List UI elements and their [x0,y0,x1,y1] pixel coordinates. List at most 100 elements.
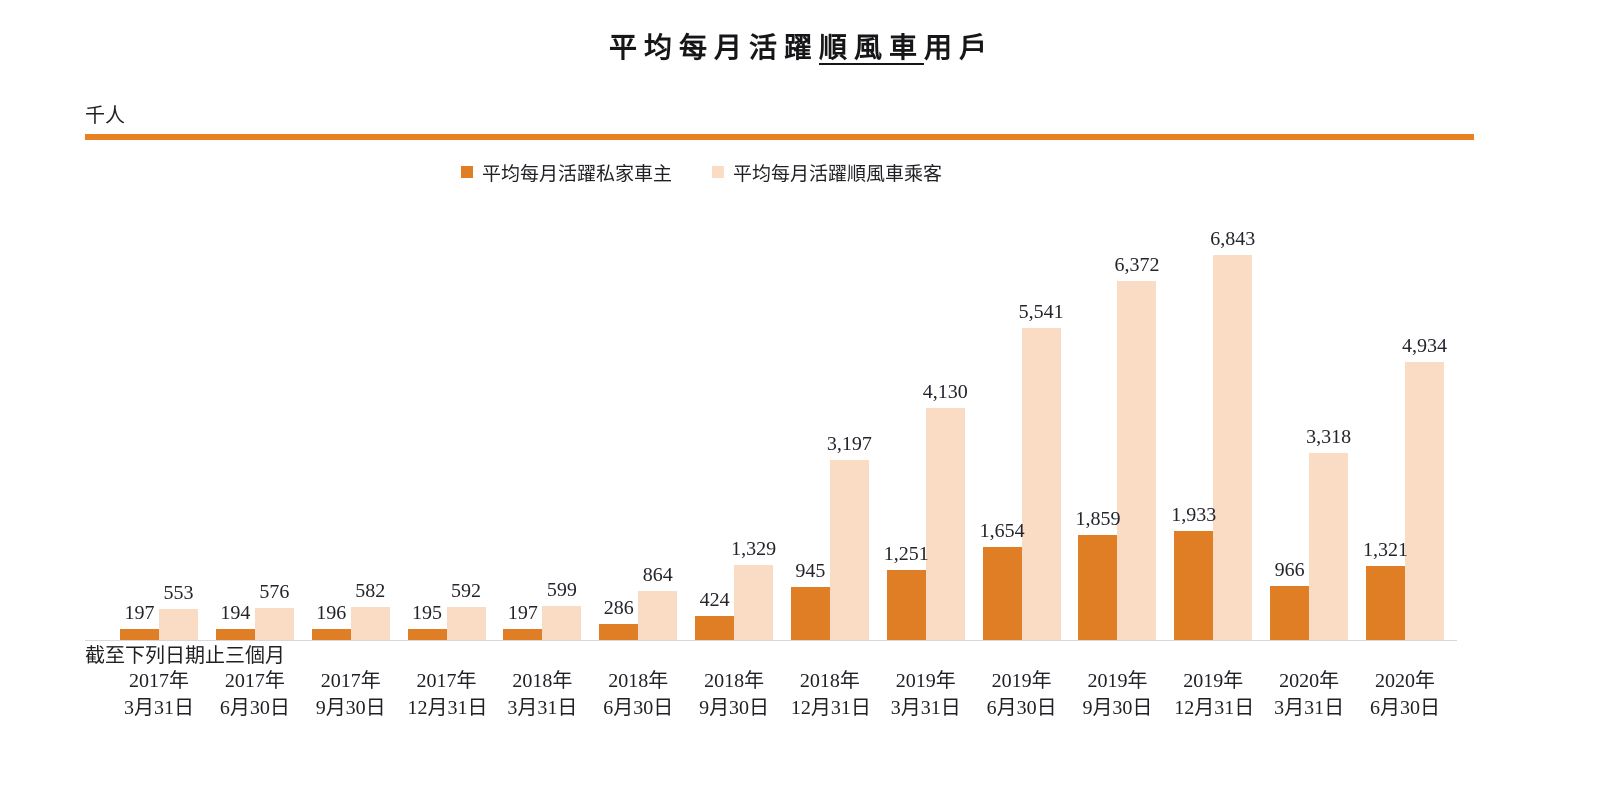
owners-value-label: 945 [795,560,826,582]
passengers-value-label: 576 [259,581,290,603]
passengers-bar-column: 4,130 [922,380,968,640]
x-axis-labels: 2017年 3月31日 2017年 6月30日 2017年 9月30日 2017年 12月31… [85,668,1474,722]
passengers-bar [1117,281,1157,640]
passengers-bar [159,609,198,640]
x-axis-tick-label: 2019年 3月31日 [890,670,961,719]
owners-bar [599,624,639,640]
owners-value-label: 1,321 [1362,539,1408,561]
chart-title-prefix: 平均每月活躍 [608,33,819,64]
owners-value-label: 195 [412,602,443,624]
x-axis-tick-label: 2020年 3月31日 [1274,670,1345,719]
x-axis-line [85,640,1457,641]
owners-bar [120,629,159,640]
bar-group: 1,654 5,541 [979,300,1064,640]
passengers-value-label: 6,372 [1114,254,1160,276]
owners-bar [503,629,543,640]
passengers-bar [1404,362,1444,640]
owners-bar [886,570,926,640]
passengers-bar [1309,453,1349,640]
plot-area: 197 553 194 576 196 582 195 592 197 599 286 864 424 1… [85,185,1474,640]
owners-value-label: 1,859 [1075,508,1121,530]
passengers-value-label: 582 [355,580,386,602]
passengers-bar [446,607,486,640]
owners-bar [215,629,255,640]
passengers-value-label: 553 [163,582,194,604]
passengers-bar-column: 592 [446,579,486,640]
bar-group: 1,321 4,934 [1362,334,1447,640]
passengers-value-label: 599 [546,579,577,601]
bar-group: 424 1,329 [695,537,777,640]
owners-bar-column: 286 [599,596,639,640]
x-axis-tick-label: 2018年 9月30日 [699,670,770,719]
passengers-value-label: 592 [451,580,482,602]
owners-bar-column: 945 [790,559,830,640]
passengers-bar [254,608,294,640]
owners-value-label: 194 [220,602,251,624]
owners-bar [1270,586,1310,640]
chart-title-underlined-term: 順風車 [818,33,924,64]
owners-value-label: 966 [1274,559,1305,581]
owners-bar-column: 1,859 [1075,507,1121,640]
x-axis-tick-label: 2018年 12月31日 [790,670,871,719]
owners-bar-column: 1,933 [1171,503,1217,640]
owners-bar [695,616,735,640]
x-axis-tick-label: 2018年 3月31日 [507,670,578,719]
bar-group: 1,933 6,843 [1171,227,1255,640]
passengers-bar-column: 6,372 [1114,253,1160,640]
passengers-value-label: 3,197 [826,433,872,455]
passengers-bar-column: 1,329 [731,537,777,640]
chart-figure: 平均每月活躍順風車用戶 千人 平均每月活躍私家車主 平均每月活躍順風車乘客 19… [0,26,1603,722]
x-axis-tick-label: 2017年 9月30日 [315,670,386,719]
bar-group: 945 3,197 [790,432,872,640]
passengers-bar-column: 864 [638,563,678,640]
passengers-value-label: 5,541 [1018,301,1064,323]
x-axis-tick-label: 2019年 12月31日 [1174,670,1255,719]
owners-bar [1365,566,1405,640]
bar-group: 286 864 [599,563,678,640]
legend-swatch-passengers-icon [712,166,725,178]
owners-bar-column: 1,654 [979,519,1025,640]
owners-bar [1078,535,1118,640]
owners-value-label: 286 [603,597,634,619]
x-axis-tick-label: 2017年 12月31日 [407,670,488,719]
owners-bar-column: 196 [311,601,351,640]
bar-group: 1,859 6,372 [1075,253,1160,640]
legend-swatch-owners-icon [461,166,473,178]
owners-value-label: 197 [124,602,155,624]
owners-value-label: 1,654 [979,520,1025,542]
owners-bar-column: 966 [1270,558,1310,640]
x-axis-tick-label: 2018年 6月30日 [603,670,674,719]
passengers-bar [542,606,582,640]
passengers-value-label: 4,130 [922,381,968,403]
divider-rule [85,134,1474,140]
passengers-bar-column: 6,843 [1210,227,1255,640]
passengers-bar-column: 599 [542,578,582,640]
passengers-bar-column: 553 [159,581,198,640]
owners-bar-column: 424 [695,588,735,640]
passengers-bar [925,408,965,640]
x-axis-tick-label: 2017年 3月31日 [124,670,194,719]
passengers-bar [734,565,774,640]
legend-item-owners: 平均每月活躍私家車主 [461,159,672,186]
owners-value-label: 1,933 [1171,504,1217,526]
chart-title: 平均每月活躍順風車用戶 [0,26,1603,66]
bar-group: 197 599 [503,578,582,640]
legend-item-passengers: 平均每月活躍順風車乘客 [712,159,942,186]
y-axis-unit-label: 千人 [85,105,125,127]
passengers-bar [1021,328,1061,640]
passengers-bar [1213,255,1253,640]
bar-group: 194 576 [215,580,294,640]
legend-label-owners: 平均每月活躍私家車主 [482,163,673,185]
passengers-value-label: 1,329 [731,538,777,560]
owners-bar [982,547,1022,640]
x-axis-tick-label: 2019年 6月30日 [986,670,1057,719]
passengers-bar-column: 576 [254,580,294,640]
chart-container: 千人 平均每月活躍私家車主 平均每月活躍順風車乘客 197 553 194 576 19… [85,104,1474,722]
owners-bar [407,629,447,640]
owners-bar [790,587,830,640]
passengers-bar-column: 3,318 [1306,425,1351,640]
bar-group: 966 3,318 [1270,425,1351,640]
x-axis-tick-label: 2017年 6月30日 [219,670,290,719]
passengers-bar-column: 4,934 [1402,334,1447,640]
x-axis-note: 截至下列日期止三個月 [85,645,285,667]
